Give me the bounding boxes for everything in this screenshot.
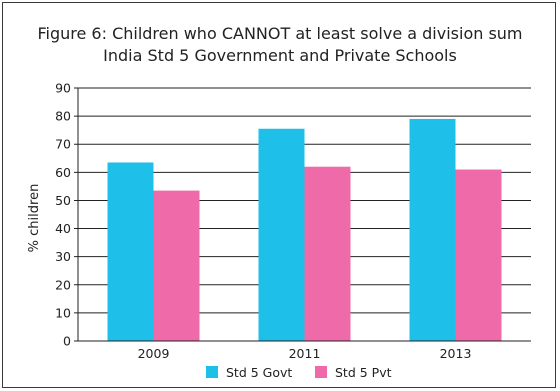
- x-tick-label: 2013: [440, 346, 472, 361]
- y-tick-label: 10: [55, 305, 71, 320]
- y-tick-labels: 0 10 20 30 40 50 60 70 80 90: [55, 81, 71, 349]
- bar-std-5-govt-2009: [107, 162, 154, 341]
- bar-std-5-govt-2011: [258, 128, 305, 341]
- y-tick-label: 0: [63, 334, 71, 349]
- y-tick-label: 20: [55, 277, 71, 292]
- y-axis-label: % children: [27, 184, 42, 253]
- y-tick-label: 70: [55, 137, 71, 152]
- bars: [107, 118, 502, 341]
- legend-label: Std 5 Govt: [226, 365, 292, 380]
- y-tick-label: 40: [55, 221, 71, 236]
- x-tick-labels: 2009 2011 2013: [138, 346, 472, 361]
- y-tick-label: 60: [55, 165, 71, 180]
- x-tick-label: 2009: [138, 346, 170, 361]
- bar-std-5-pvt-2013: [455, 169, 502, 341]
- bar-std-5-pvt-2009: [153, 190, 200, 341]
- bar-std-5-govt-2013: [409, 118, 456, 341]
- chart-title-line-1: Figure 6: Children who CANNOT at least s…: [37, 24, 523, 43]
- legend-swatch-std-5-pvt: [315, 366, 327, 378]
- chart-title-line-2: India Std 5 Government and Private Schoo…: [103, 46, 457, 65]
- legend: Std 5 Govt Std 5 Pvt: [206, 365, 392, 380]
- y-tick-label: 80: [55, 109, 71, 124]
- axes: [77, 88, 531, 342]
- y-tick-label: 90: [55, 81, 71, 96]
- bar-std-5-pvt-2011: [304, 166, 351, 341]
- legend-label: Std 5 Pvt: [335, 365, 392, 380]
- x-tick-label: 2011: [289, 346, 321, 361]
- y-tick-label: 30: [55, 249, 71, 264]
- y-tick-label: 50: [55, 193, 71, 208]
- legend-swatch-std-5-govt: [206, 366, 218, 378]
